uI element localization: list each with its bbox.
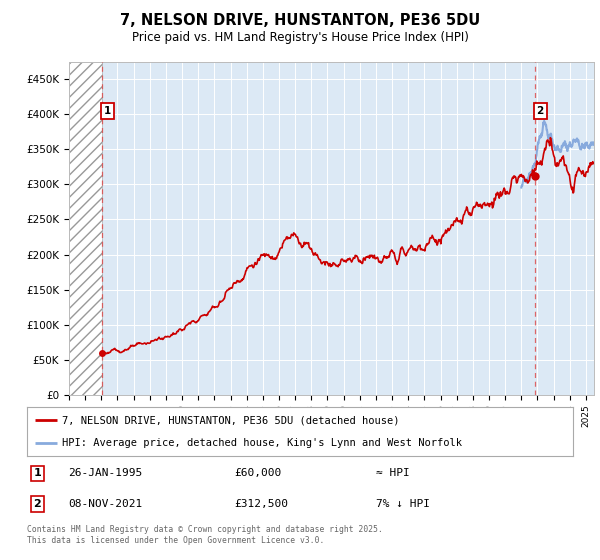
Text: £312,500: £312,500	[235, 499, 289, 509]
Text: ≈ HPI: ≈ HPI	[376, 468, 410, 478]
Text: 2: 2	[536, 106, 544, 116]
Text: 7% ↓ HPI: 7% ↓ HPI	[376, 499, 430, 509]
Text: 08-NOV-2021: 08-NOV-2021	[68, 499, 142, 509]
Text: 1: 1	[34, 468, 41, 478]
Bar	[69, 62, 103, 395]
Text: Price paid vs. HM Land Registry's House Price Index (HPI): Price paid vs. HM Land Registry's House …	[131, 31, 469, 44]
Text: HPI: Average price, detached house, King's Lynn and West Norfolk: HPI: Average price, detached house, King…	[62, 438, 463, 448]
Text: 2: 2	[34, 499, 41, 509]
Text: £60,000: £60,000	[235, 468, 282, 478]
Text: Contains HM Land Registry data © Crown copyright and database right 2025.
This d: Contains HM Land Registry data © Crown c…	[27, 525, 383, 545]
Text: 1: 1	[104, 106, 111, 116]
Text: 7, NELSON DRIVE, HUNSTANTON, PE36 5DU: 7, NELSON DRIVE, HUNSTANTON, PE36 5DU	[120, 13, 480, 28]
Text: 26-JAN-1995: 26-JAN-1995	[68, 468, 142, 478]
Text: 7, NELSON DRIVE, HUNSTANTON, PE36 5DU (detached house): 7, NELSON DRIVE, HUNSTANTON, PE36 5DU (d…	[62, 416, 400, 426]
